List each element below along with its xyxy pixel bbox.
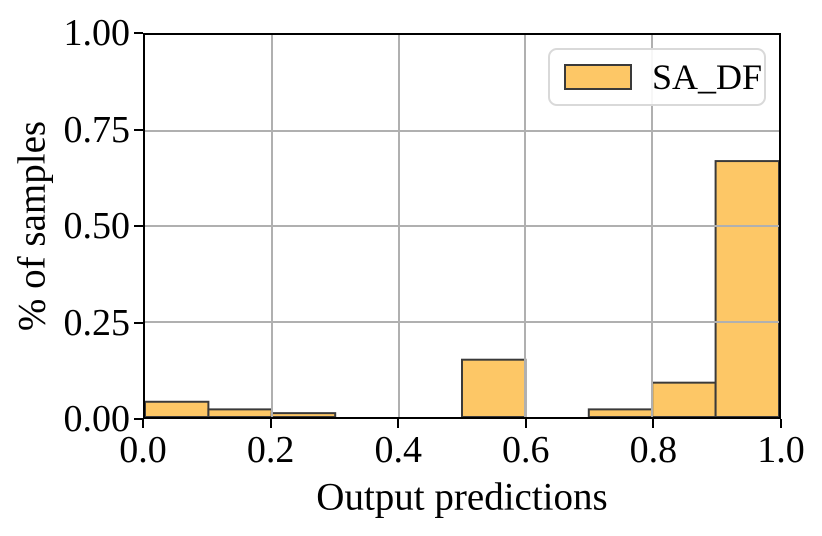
y-axis-label: % of samples (10, 120, 54, 332)
y-tick-mark (134, 321, 143, 324)
x-tick-mark (780, 419, 782, 428)
y-tick-label: 0.50 (63, 205, 131, 247)
x-tick-label: 0.0 (119, 429, 167, 471)
x-tick-mark (142, 419, 144, 428)
histogram-bar (714, 160, 779, 417)
histogram-bar (587, 408, 654, 417)
x-tick-label: 0.2 (246, 429, 295, 471)
y-tick-mark (134, 32, 143, 34)
y-tick-mark (134, 418, 143, 420)
x-tick-mark (524, 419, 527, 428)
y-tick-mark (134, 225, 143, 227)
x-tick-mark (269, 419, 272, 428)
y-tick-label: 0.75 (63, 108, 131, 151)
x-tick-mark (652, 419, 655, 428)
histogram-bar (651, 381, 717, 417)
y-tick-label: 0.00 (63, 398, 131, 440)
plot-area: SA_DF (143, 33, 781, 419)
y-tick-label: 1.00 (63, 12, 131, 54)
x-tick-label: 0.4 (374, 429, 422, 471)
bars-layer (145, 160, 779, 417)
x-tick-label: 0.6 (502, 429, 550, 471)
histogram-bar (207, 408, 273, 417)
legend: SA_DF (548, 48, 766, 106)
x-tick-label: 1.0 (757, 429, 805, 471)
y-tick-label: 0.25 (63, 301, 131, 344)
x-axis-label: Output predictions (316, 475, 608, 519)
histogram-bar (461, 358, 527, 417)
legend-swatch (564, 64, 632, 90)
y-tick-mark (134, 128, 143, 131)
histogram-bar (270, 412, 337, 417)
x-tick-label: 0.8 (629, 429, 678, 471)
histogram-bar (145, 400, 210, 417)
legend-label: SA_DF (652, 57, 763, 97)
x-tick-mark (397, 419, 400, 428)
